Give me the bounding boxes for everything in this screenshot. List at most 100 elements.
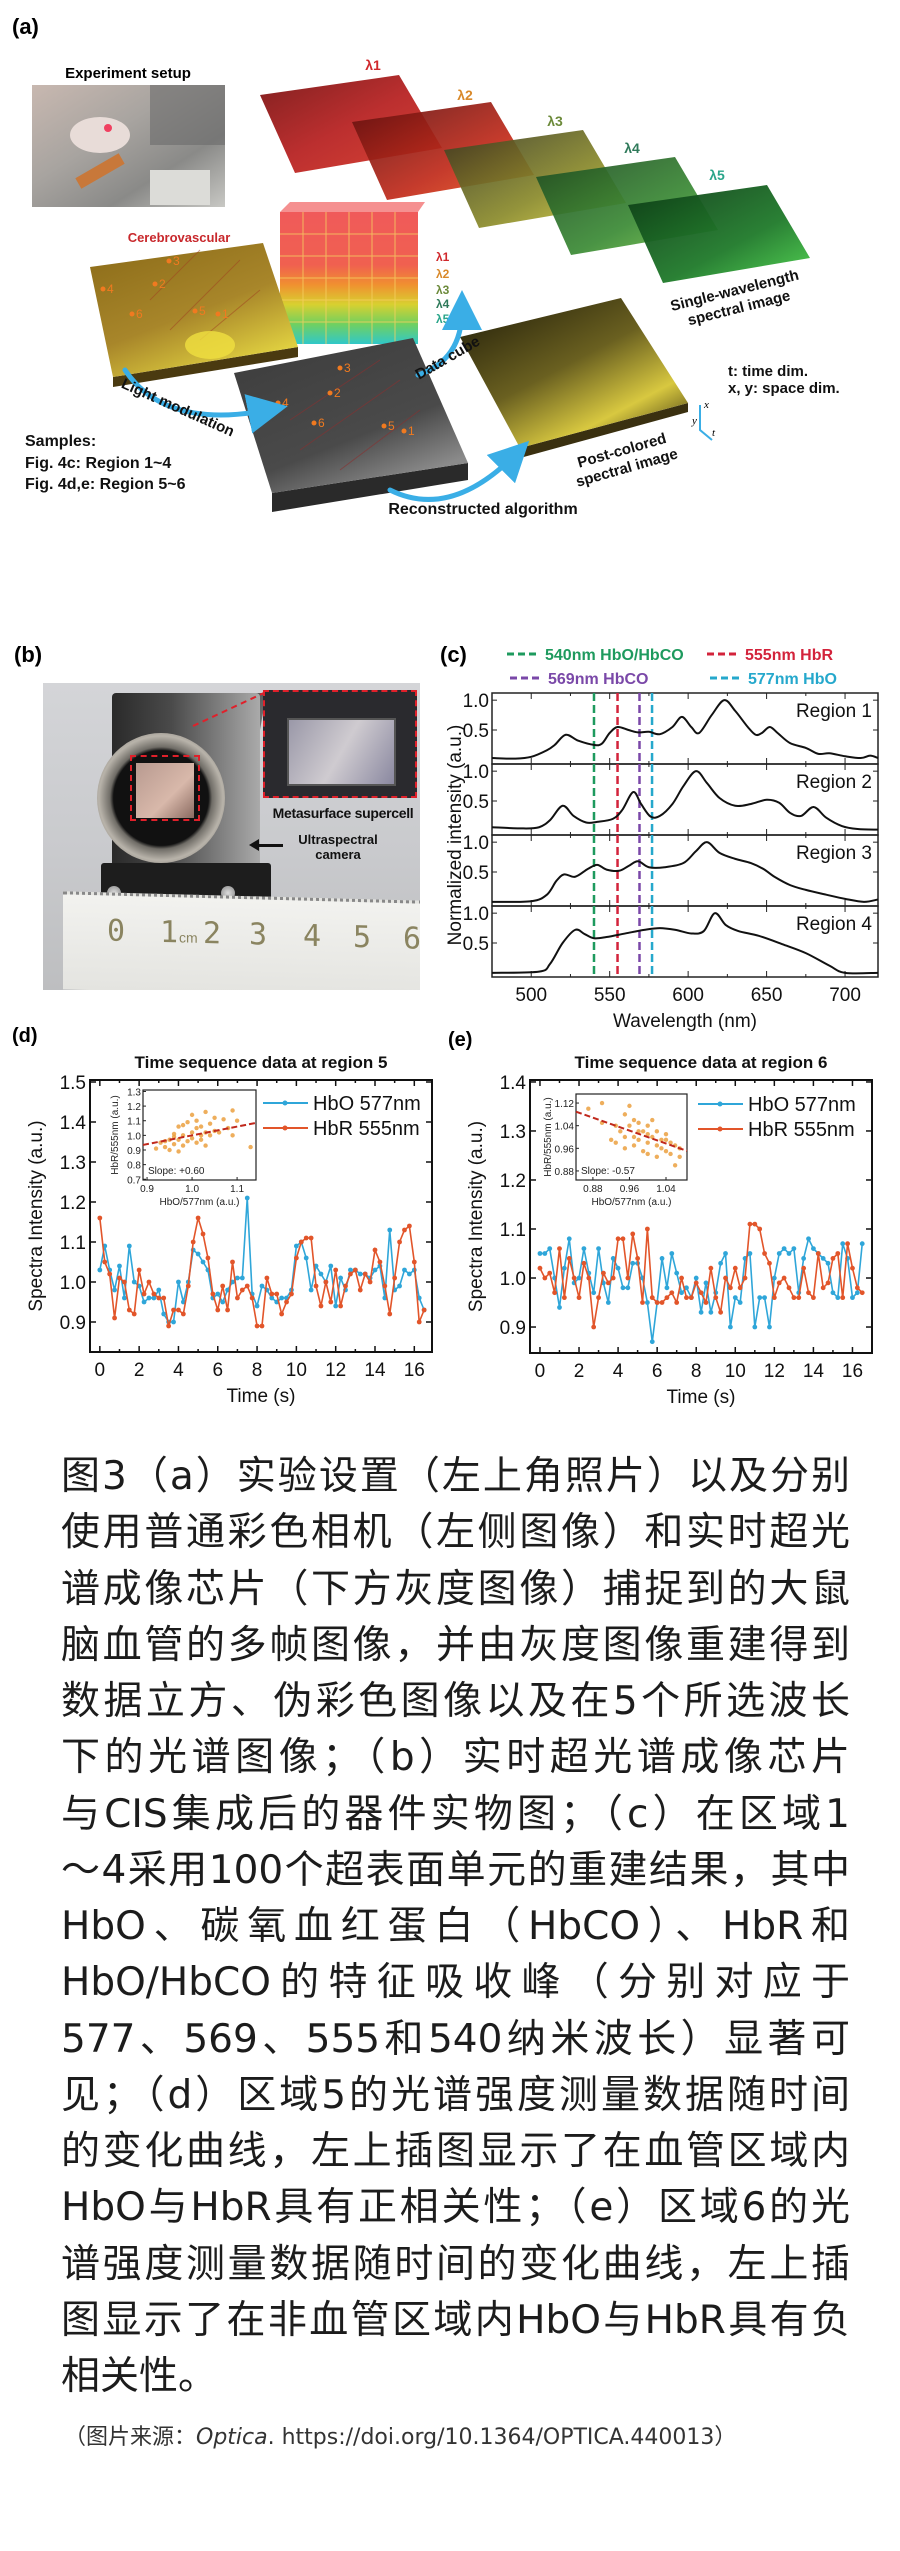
region-point-label: 5: [388, 419, 395, 433]
metasurface-zoom-inset: [263, 690, 417, 798]
inset-fit-line: [575, 1110, 688, 1152]
inset-x-axis-label: HbO/577nm (a.u.): [159, 1197, 239, 1208]
inset-scatter-point: [221, 1117, 226, 1122]
data-point: [557, 1305, 562, 1310]
experiment-setup-photo: [32, 85, 225, 207]
data-point: [644, 1300, 650, 1305]
data-point: [615, 1265, 621, 1271]
data-point: [561, 1265, 567, 1271]
data-point: [854, 1285, 860, 1291]
inset-scatter-point: [234, 1118, 240, 1123]
inset-scatter-point: [622, 1134, 628, 1140]
caption-line: 下的光谱图像；（b）实时超光谱成像芯片: [61, 1735, 850, 1781]
data-point: [581, 1246, 587, 1252]
region-point-marker: [166, 258, 172, 264]
x-tick-label: 0: [535, 1361, 546, 1382]
slice-label-lambda-4: λ4: [624, 140, 640, 156]
inset-scatter-point: [631, 1117, 637, 1123]
data-point: [581, 1260, 587, 1266]
data-point: [387, 1227, 393, 1233]
inset-scatter-point: [636, 1120, 641, 1126]
inset-scatter-point: [230, 1133, 235, 1138]
post-colored-image-stack: [460, 298, 688, 458]
data-point: [776, 1251, 782, 1256]
region-label: Region 3: [796, 843, 872, 864]
ruler-unit: cm: [179, 929, 198, 946]
region-label: Region 1: [796, 701, 872, 722]
data-point: [397, 1239, 402, 1245]
data-point: [703, 1280, 709, 1286]
data-point: [615, 1236, 621, 1242]
inset-scatter-point: [608, 1137, 614, 1143]
data-point: [338, 1303, 344, 1309]
data-point: [659, 1256, 665, 1261]
inset-y-tick-label: 0.9: [127, 1146, 141, 1157]
data-point: [215, 1307, 221, 1313]
data-point: [357, 1287, 363, 1293]
x-tick-label: 600: [672, 985, 704, 1006]
metasurface-chip: [287, 718, 396, 786]
data-point: [107, 1271, 113, 1277]
data-point: [806, 1236, 811, 1242]
legend-label: 540nm HbO/HbCO: [545, 647, 684, 664]
legend-marker: [717, 1126, 723, 1132]
data-point: [669, 1251, 675, 1256]
inset-scatter-point: [176, 1149, 181, 1154]
data-point: [620, 1236, 626, 1242]
y-tick-label: 1.5: [60, 1073, 86, 1094]
panel-d-label: (d): [12, 1025, 38, 1047]
data-point: [377, 1259, 383, 1265]
inset-scatter-point: [677, 1154, 682, 1160]
data-point: [235, 1275, 240, 1281]
data-point: [752, 1324, 758, 1330]
samples-fig4de: Fig. 4d,e: Region 5~6: [25, 476, 186, 493]
data-point: [727, 1285, 733, 1291]
y-tick-label: 0.5: [463, 721, 489, 742]
time-dim-label: t: time dim.: [728, 363, 808, 380]
region-point-label: 4: [282, 396, 289, 410]
x-tick-label: 8: [691, 1361, 702, 1382]
inset-y-tick-label: 1.12: [555, 1099, 575, 1110]
ultraspectral-camera-photo: Metasurface supercell Ultraspectral came…: [43, 683, 420, 990]
inset-scatter-point: [194, 1125, 199, 1131]
region-label: Region 2: [796, 772, 872, 793]
inset-y-tick-label: 0.88: [555, 1167, 575, 1178]
ultraspectral-camera-label: Ultraspectral camera: [288, 832, 388, 862]
data-point: [566, 1256, 572, 1261]
caption-line: 图显示了在非血管区域内HbO与HbR具有负: [61, 2297, 850, 2343]
inset-y-tick-label: 1.04: [555, 1122, 575, 1133]
data-point: [640, 1300, 645, 1305]
inset-scatter-point: [663, 1137, 669, 1143]
region-point-label: 3: [344, 361, 351, 375]
data-point: [146, 1279, 152, 1285]
data-point: [121, 1279, 127, 1285]
data-point: [185, 1283, 191, 1289]
data-point: [166, 1323, 172, 1329]
ruler-number: 0: [107, 913, 126, 949]
data-point: [591, 1290, 597, 1296]
inset-scatter-point: [194, 1118, 199, 1123]
data-point: [610, 1256, 616, 1261]
data-point: [571, 1275, 577, 1281]
data-point: [669, 1290, 675, 1296]
time-series-chart-region-5: Time sequence data at region 5 0 2 4 6 8 10 12 1…: [26, 1053, 433, 1407]
data-point: [131, 1279, 137, 1285]
data-point: [610, 1275, 616, 1281]
data-point: [195, 1215, 201, 1221]
data-point: [156, 1295, 162, 1301]
data-point: [703, 1300, 709, 1305]
figure-caption: 图3（a）实验设置（左上角照片）以及分别 使用普通彩色相机（左侧图像）和实时超光谱…: [61, 1449, 850, 2405]
data-point: [254, 1303, 260, 1309]
inset-x-tick-label: 0.88: [583, 1184, 603, 1195]
inset-slope-annotation: Slope: -0.57: [581, 1166, 635, 1177]
inset-x-tick-label: 0.96: [620, 1184, 640, 1195]
caption-line: 与CIS集成后的器件实物图；（c）在区域1: [61, 1791, 850, 1837]
inset-scatter-point: [599, 1100, 605, 1106]
region-point-label: 1: [408, 424, 415, 438]
data-point: [732, 1295, 738, 1301]
data-point: [348, 1271, 353, 1277]
inset-scatter-point: [203, 1109, 208, 1115]
caption-line: 图3（a）实验设置（左上角照片）以及分别: [61, 1454, 850, 1499]
inset-x-tick-label: 1.1: [230, 1184, 244, 1195]
x-tick-label: 8: [252, 1360, 263, 1381]
